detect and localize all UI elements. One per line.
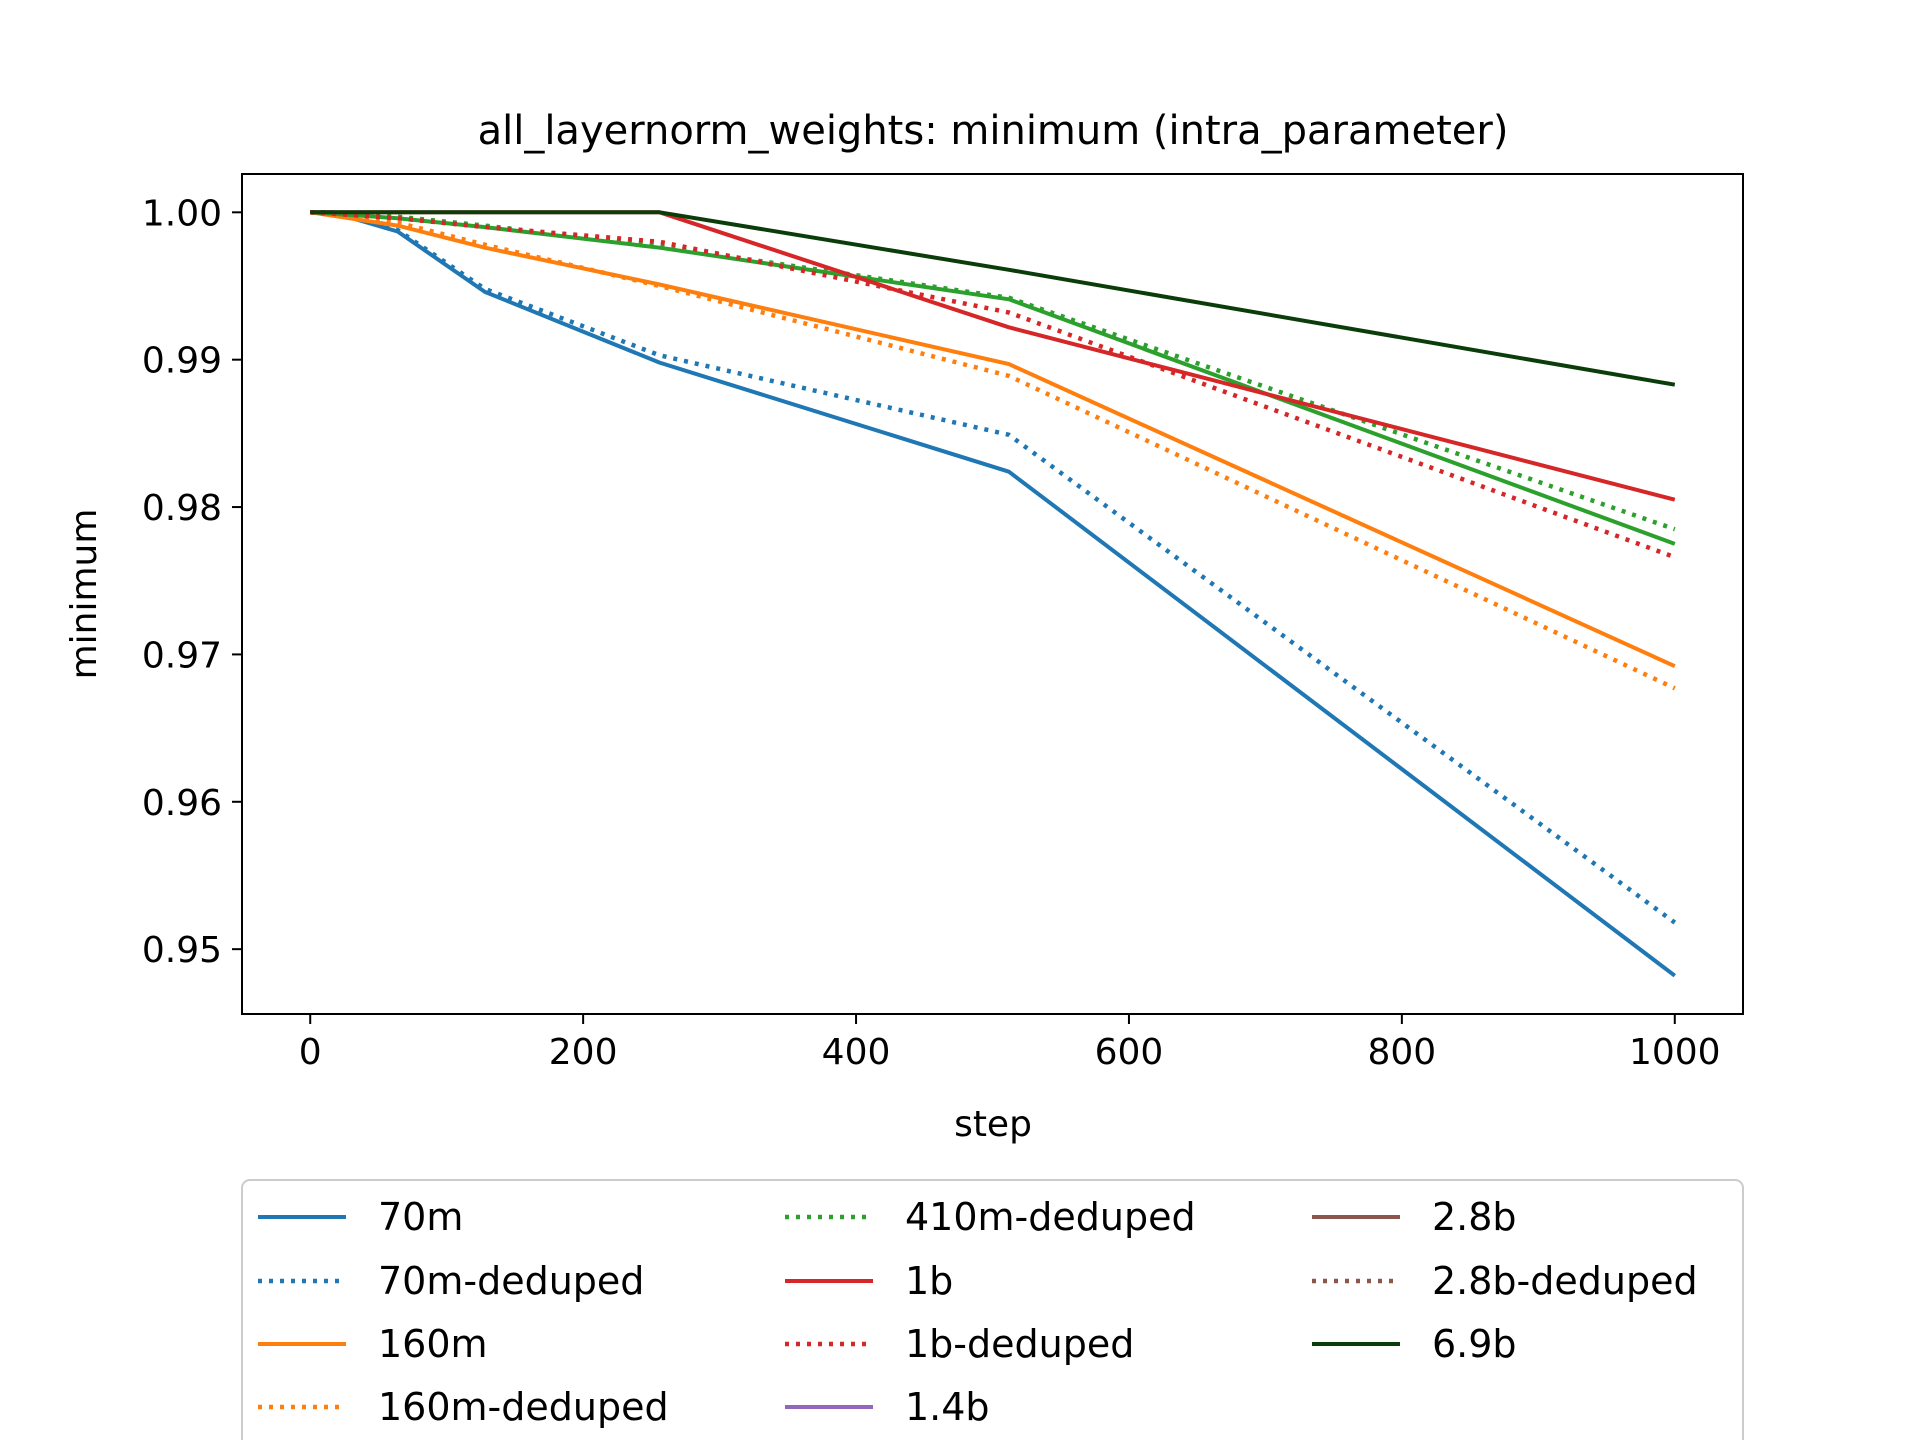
y-axis-ticks: 0.95 0.96 0.97 0.98 0.99 1.00 bbox=[142, 193, 242, 971]
series-line-160m bbox=[310, 212, 1675, 666]
x-axis-ticks: 0 200 400 600 800 1000 bbox=[299, 1014, 1721, 1073]
y-tick-label: 0.96 bbox=[142, 783, 222, 824]
legend-label: 2.8b bbox=[1432, 1195, 1517, 1239]
series-line-410m bbox=[310, 212, 1675, 544]
legend-label: 2.8b-deduped bbox=[1432, 1259, 1698, 1303]
y-tick-label: 0.97 bbox=[142, 635, 222, 676]
series-line-70m bbox=[310, 212, 1675, 975]
y-tick-label: 1.00 bbox=[142, 193, 222, 234]
legend: 70m70m-deduped160m160m-deduped410m410m-d… bbox=[242, 1180, 1743, 1440]
y-tick-label: 0.95 bbox=[142, 930, 222, 971]
legend-label: 70m-deduped bbox=[378, 1259, 644, 1303]
legend-label: 1b bbox=[905, 1259, 953, 1303]
x-tick-label: 800 bbox=[1368, 1032, 1437, 1073]
y-axis-label: minimum bbox=[64, 509, 105, 680]
series-line-70m-deduped bbox=[310, 212, 1675, 922]
legend-label: 160m bbox=[378, 1322, 488, 1366]
x-tick-label: 200 bbox=[549, 1032, 618, 1073]
y-tick-label: 0.98 bbox=[142, 488, 222, 529]
x-tick-label: 1000 bbox=[1629, 1032, 1721, 1073]
chart-title: all_layernorm_weights: minimum (intra_pa… bbox=[478, 108, 1509, 154]
legend-label: 70m bbox=[378, 1195, 463, 1239]
legend-label: 160m-deduped bbox=[378, 1385, 669, 1429]
legend-label: 410m-deduped bbox=[905, 1195, 1196, 1239]
plot-lines bbox=[310, 212, 1675, 975]
series-line-410m-deduped bbox=[310, 212, 1675, 529]
x-tick-label: 400 bbox=[822, 1032, 891, 1073]
x-axis-label: step bbox=[954, 1104, 1032, 1145]
y-tick-label: 0.99 bbox=[142, 341, 222, 382]
legend-label: 1b-deduped bbox=[905, 1322, 1134, 1366]
x-tick-label: 0 bbox=[299, 1032, 322, 1073]
legend-label: 6.9b bbox=[1432, 1322, 1517, 1366]
series-line-160m-deduped bbox=[310, 212, 1675, 688]
legend-label: 1.4b bbox=[905, 1385, 990, 1429]
series-line-1b-deduped bbox=[310, 212, 1675, 557]
x-tick-label: 600 bbox=[1095, 1032, 1164, 1073]
